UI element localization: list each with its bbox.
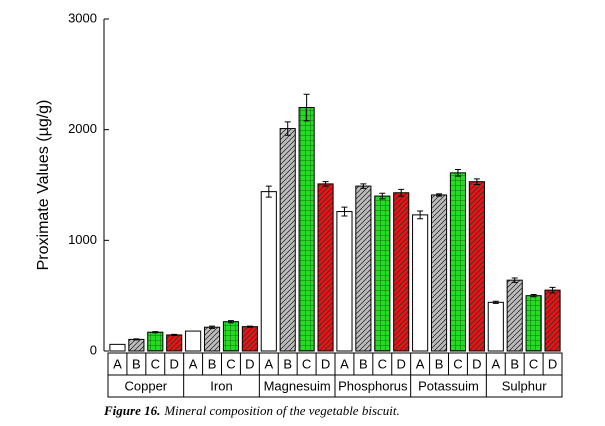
error-bar [379, 192, 386, 200]
series-label: D [548, 356, 557, 371]
error-bar [417, 210, 424, 220]
bar [355, 185, 372, 352]
series-label: C [378, 356, 387, 371]
group-label: Potassuim [418, 378, 479, 393]
group-label: Sulphur [502, 378, 547, 393]
y-tick-label: 0 [90, 342, 97, 357]
y-tick-label: 3000 [68, 10, 97, 25]
error-bar [133, 338, 140, 341]
error-bar [398, 188, 405, 197]
bar [317, 183, 334, 352]
bar [185, 330, 202, 352]
error-bar [322, 181, 329, 187]
series-label: B [208, 356, 217, 371]
bar [298, 107, 315, 352]
bar [506, 279, 523, 352]
series-label: A [113, 356, 122, 371]
series-label: D [170, 356, 179, 371]
series-label: A [416, 356, 425, 371]
series-label: A [340, 356, 349, 371]
error-bar [454, 169, 461, 177]
series-label: B [359, 356, 368, 371]
series-label: D [472, 356, 481, 371]
series-label: C [226, 356, 235, 371]
series-label: B [283, 356, 292, 371]
bar [241, 326, 258, 352]
y-axis-label: Proximate Values (µg/g) [35, 100, 52, 271]
series-label: A [491, 356, 500, 371]
caption: Mineral composition of the vegetable bis… [163, 403, 399, 418]
y-tick-label: 1000 [68, 232, 97, 247]
error-bar [303, 93, 310, 122]
bar [449, 172, 467, 352]
error-bar [284, 121, 291, 136]
group-label: Iron [210, 378, 232, 393]
bar [544, 289, 561, 352]
bar [430, 194, 448, 352]
error-bar [246, 325, 253, 328]
series-label: B [435, 356, 444, 371]
bar [109, 343, 126, 352]
error-bar [360, 183, 367, 189]
error-bar [511, 277, 518, 283]
error-bar [530, 294, 537, 298]
series-label: C [151, 356, 160, 371]
bar [203, 326, 221, 352]
error-bar [171, 333, 178, 337]
error-bar [473, 178, 480, 185]
bar [336, 211, 353, 352]
error-bar [152, 331, 159, 334]
series-label: A [264, 356, 273, 371]
series-label: C [529, 356, 538, 371]
error-bar [549, 286, 556, 294]
bar [222, 321, 240, 352]
series-label: B [132, 356, 141, 371]
series-label: D [397, 356, 406, 371]
group-label: Magnesuim [264, 378, 331, 393]
bar [374, 195, 391, 352]
bar [525, 295, 542, 352]
bar [128, 338, 145, 352]
bar [468, 181, 485, 352]
bar [260, 191, 277, 352]
error-bar [265, 185, 272, 198]
error-bar [209, 325, 216, 329]
group-label: Phosphorus [338, 378, 408, 393]
caption-label: Figure 16. [103, 403, 160, 418]
bar [487, 301, 504, 352]
series-label: A [189, 356, 198, 371]
bar [166, 334, 183, 352]
error-bar [492, 300, 499, 304]
y-tick-label: 2000 [68, 121, 97, 136]
error-bar [227, 320, 234, 324]
bar [279, 128, 296, 352]
series-label: D [321, 356, 330, 371]
error-bar [341, 206, 348, 217]
series-label: C [302, 356, 311, 371]
series-label: C [453, 356, 462, 371]
bar [393, 192, 410, 352]
bar [412, 214, 429, 352]
series-label: B [510, 356, 519, 371]
bar [147, 331, 164, 352]
group-label: Copper [125, 378, 168, 393]
error-bar [436, 193, 443, 197]
series-label: D [245, 356, 254, 371]
